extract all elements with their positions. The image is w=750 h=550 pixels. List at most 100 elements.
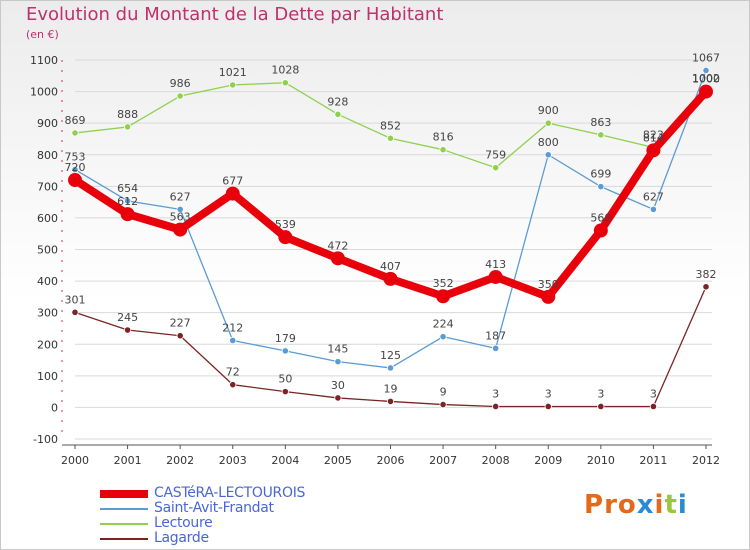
data-point-lectoure (492, 164, 500, 172)
data-label-cast-ra-lectourois: 814 (643, 131, 664, 144)
data-point-lagarde (334, 394, 342, 402)
data-point-lagarde (649, 402, 658, 411)
data-point-cast-ra-lectourois (541, 289, 556, 304)
data-label-lectoure: 1002 (692, 72, 720, 85)
legend-swatch (100, 490, 148, 498)
y-tick-label: 400 (37, 275, 58, 288)
data-label-lagarde: 3 (597, 387, 604, 400)
data-label-lagarde: 3 (545, 387, 552, 400)
data-label-lagarde: 245 (117, 311, 138, 324)
data-label-cast-ra-lectourois: 1000 (692, 73, 720, 86)
x-tick-label: 2009 (534, 454, 562, 467)
data-point-lagarde (597, 402, 605, 411)
logo-letter: o (617, 490, 637, 520)
y-tick-label: 1000 (30, 86, 58, 99)
x-tick-label: 2012 (692, 454, 720, 467)
data-point-lagarde (702, 283, 710, 291)
data-label-saint-avit-frandat: 125 (380, 349, 401, 362)
data-label-cast-ra-lectourois: 350 (538, 278, 559, 291)
data-point-saint-avit-frandat (492, 344, 500, 352)
data-point-saint-avit-frandat (597, 183, 605, 191)
data-label-lagarde: 227 (170, 317, 191, 330)
axes: -100 0 100 200 300 400 500 600 700 800 900 1000 1100… (30, 54, 720, 467)
data-label-saint-avit-frandat: 224 (433, 318, 454, 331)
grid (75, 59, 712, 440)
data-point-saint-avit-frandat (334, 358, 342, 366)
data-label-lagarde: 301 (65, 293, 86, 306)
data-label-cast-ra-lectourois: 677 (222, 175, 243, 188)
data-point-lagarde (281, 388, 289, 396)
data-label-lectoure: 823 (643, 128, 664, 141)
data-label-lectoure: 900 (538, 104, 559, 117)
data-point-saint-avit-frandat (176, 205, 184, 213)
data-label-cast-ra-lectourois: 407 (380, 260, 401, 273)
data-label-cast-ra-lectourois: 720 (65, 161, 86, 174)
data-point-lectoure (176, 92, 184, 100)
y-tick-label: 600 (37, 212, 58, 225)
data-point-cast-ra-lectourois (383, 271, 398, 286)
data-point-cast-ra-lectourois (173, 222, 188, 237)
x-tick-label: 2005 (324, 454, 352, 467)
data-point-cast-ra-lectourois (225, 186, 240, 201)
data-point-lagarde (71, 308, 79, 316)
logo-letter: i (654, 490, 665, 520)
data-label-lagarde: 30 (331, 379, 345, 392)
data-label-saint-avit-frandat: 145 (327, 343, 348, 356)
data-label-saint-avit-frandat: 753 (65, 151, 86, 164)
legend-label: Saint-Avit-Frandat (154, 500, 274, 516)
x-tick-label: 2007 (429, 454, 457, 467)
x-tick-label: 2008 (482, 454, 510, 467)
data-label-saint-avit-frandat: 212 (222, 321, 243, 334)
data-label-cast-ra-lectourois: 352 (433, 277, 454, 290)
data-label-saint-avit-frandat: 1067 (692, 51, 720, 64)
data-point-cast-ra-lectourois (330, 251, 345, 266)
data-point-cast-ra-lectourois (436, 289, 451, 304)
data-point-saint-avit-frandat (229, 336, 237, 345)
y-tick-label: 700 (37, 180, 58, 193)
data-point-lagarde (492, 402, 500, 411)
data-label-saint-avit-frandat: 699 (590, 168, 611, 181)
x-tick-label: 2004 (271, 454, 299, 467)
data-point-cast-ra-lectourois (488, 269, 503, 284)
data-point-lectoure (281, 79, 289, 87)
y-tick-label: 800 (37, 149, 58, 162)
y-tick-label: -100 (33, 433, 58, 446)
data-label-saint-avit-frandat: 627 (170, 190, 191, 203)
data-label-lectoure: 928 (327, 95, 348, 108)
y-tick-label: 900 (37, 117, 58, 130)
data-label-saint-avit-frandat: 800 (538, 136, 559, 149)
data-point-saint-avit-frandat (123, 197, 132, 205)
data-point-saint-avit-frandat (386, 364, 395, 372)
data-point-lagarde (123, 326, 132, 334)
legend-swatch (100, 508, 148, 510)
data-point-cast-ra-lectourois (699, 84, 713, 99)
x-tick-label: 2006 (377, 454, 405, 467)
x-tick-label: 2000 (61, 454, 89, 467)
logo-letter: t (664, 490, 678, 520)
data-point-cast-ra-lectourois (593, 223, 608, 238)
data-label-cast-ra-lectourois: 612 (117, 195, 138, 208)
data-label-lagarde: 19 (384, 382, 398, 395)
data-point-lectoure (439, 146, 447, 154)
x-tick-label: 2011 (639, 454, 667, 467)
series-lines (68, 66, 713, 411)
data-label-lectoure: 869 (65, 114, 86, 127)
data-label-saint-avit-frandat: 179 (275, 332, 296, 345)
data-point-lagarde (176, 332, 184, 340)
legend-label: CASTéRA-LECTOUROIS (154, 485, 306, 501)
data-point-saint-avit-frandat (649, 205, 658, 213)
data-point-lectoure (386, 134, 395, 142)
y-tick-label: 1100 (30, 54, 58, 67)
data-point-cast-ra-lectourois (120, 207, 135, 222)
data-point-lagarde (544, 402, 552, 411)
data-label-lagarde: 72 (226, 366, 240, 379)
data-point-saint-avit-frandat (281, 347, 289, 355)
data-point-lectoure (597, 131, 605, 139)
x-tick-label: 2002 (166, 454, 194, 467)
legend-label: Lectoure (154, 515, 213, 531)
data-point-lectoure (123, 123, 132, 131)
data-label-lectoure: 816 (433, 131, 454, 144)
x-tick-label: 2003 (219, 454, 247, 467)
data-point-saint-avit-frandat (439, 333, 447, 341)
